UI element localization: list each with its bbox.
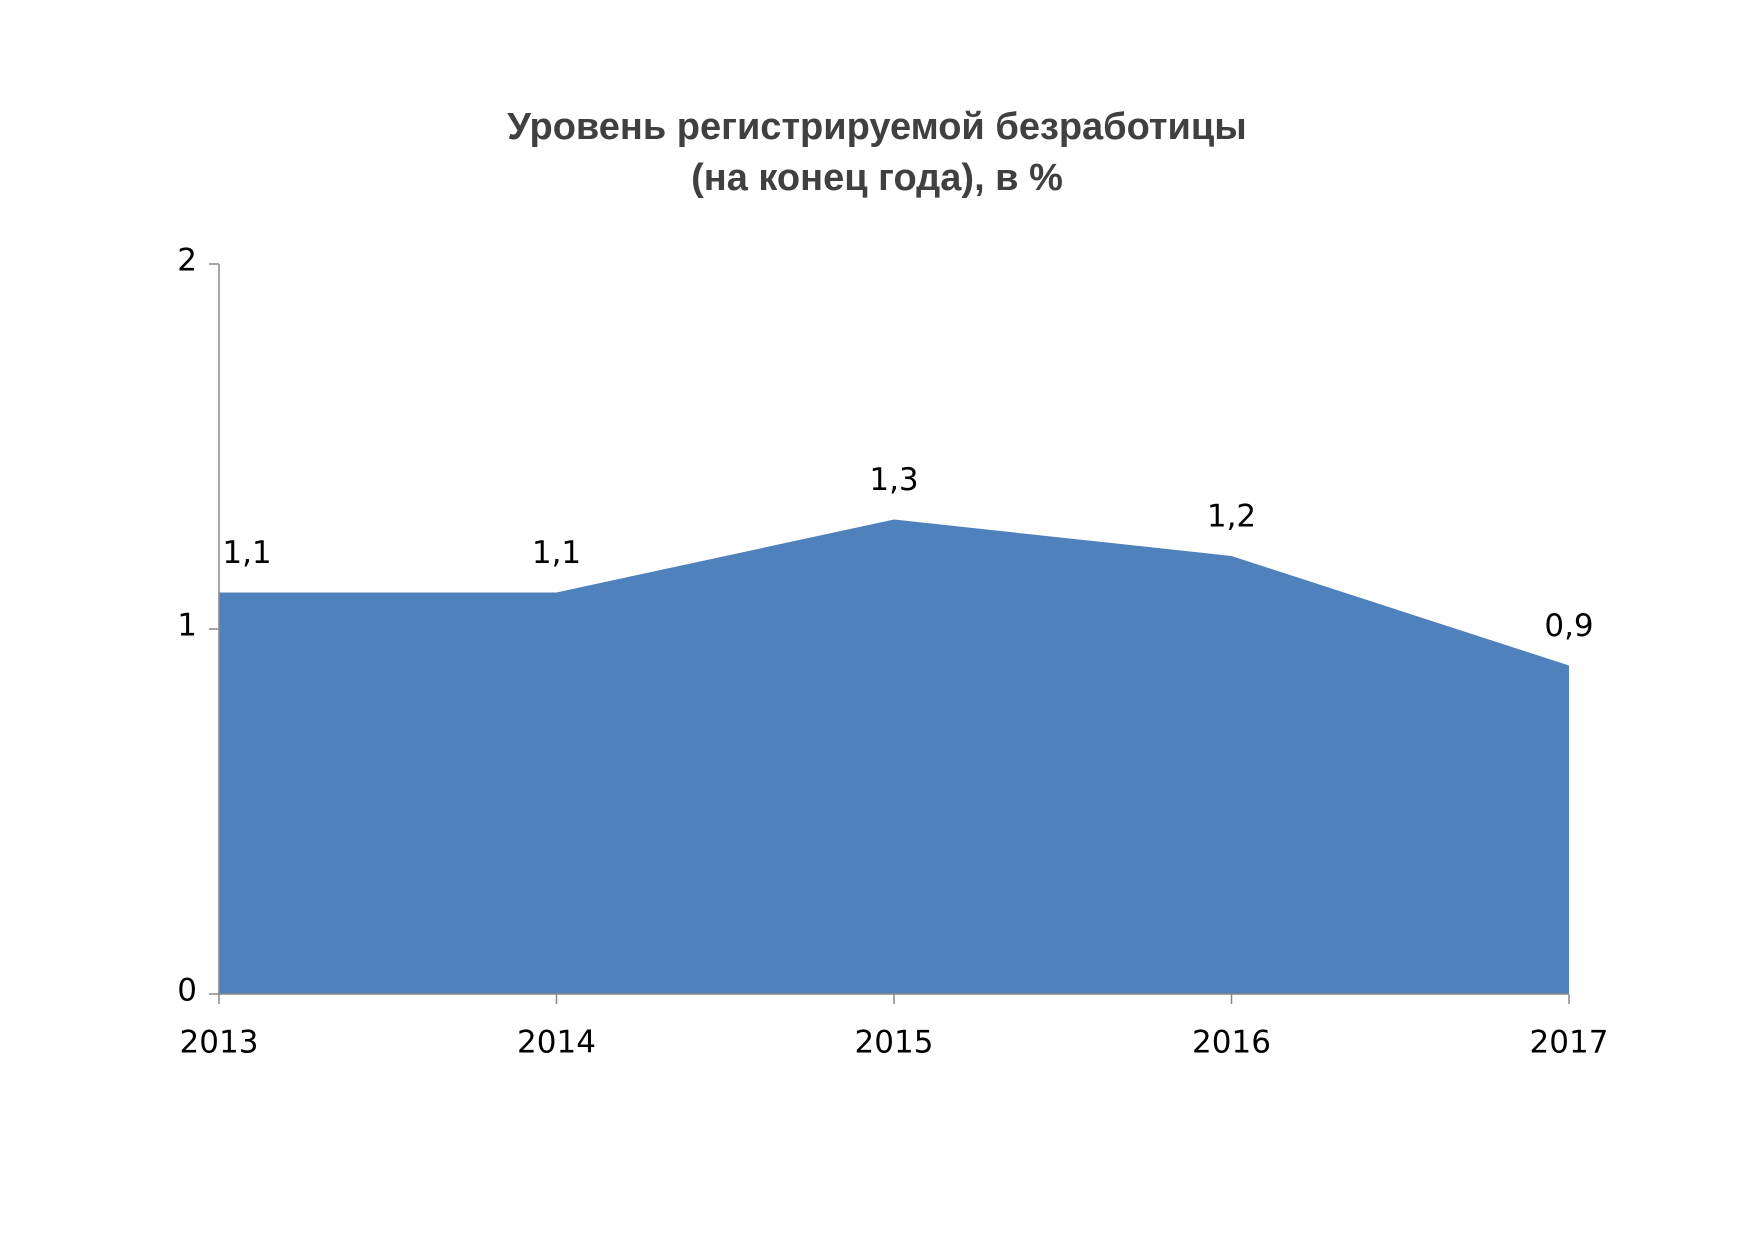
- data-label: 1,2: [1207, 499, 1256, 535]
- data-label: 1,1: [222, 535, 271, 571]
- x-tick-label: 2017: [1530, 1025, 1609, 1061]
- chart-title: Уровень регистрируемой безработицы: [507, 106, 1246, 148]
- x-tick-label: 2013: [180, 1025, 259, 1061]
- data-label: 1,1: [532, 535, 581, 571]
- y-tick-label: 0: [177, 973, 197, 1009]
- data-label: 1,3: [869, 462, 918, 498]
- data-label: 0,9: [1544, 608, 1593, 644]
- x-tick-label: 2016: [1192, 1025, 1271, 1061]
- x-tick-label: 2014: [517, 1025, 596, 1061]
- y-tick-label: 1: [177, 608, 197, 644]
- y-tick-label: 2: [177, 243, 197, 279]
- x-tick-label: 2015: [855, 1025, 934, 1061]
- chart-title: (на конец года), в %: [691, 157, 1063, 199]
- area: [219, 519, 1569, 994]
